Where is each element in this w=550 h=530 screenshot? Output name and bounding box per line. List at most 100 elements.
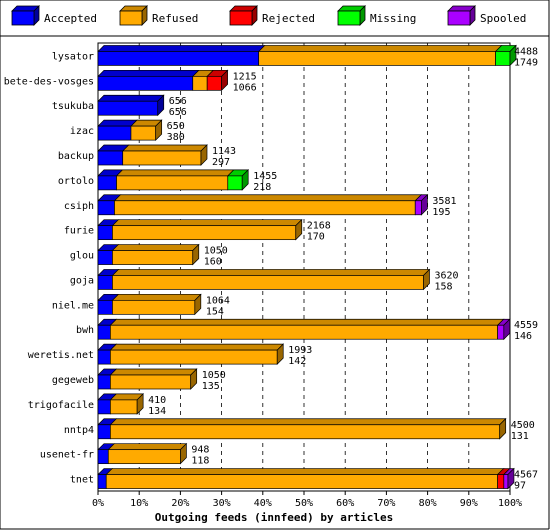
bar-segment-accepted [97, 125, 132, 141]
bar-value-offered: 650 [167, 121, 185, 132]
legend-swatch [447, 10, 471, 26]
bar-value-accepted: 1749 [514, 57, 538, 68]
bar-segment-top-refused [111, 293, 202, 301]
row-label: nntp4 [64, 425, 94, 436]
legend: Accepted Refused Rejected Missing Spooled [11, 5, 526, 26]
row-label: bete-des-vosges [4, 76, 94, 87]
bar-segment-accepted [97, 424, 111, 440]
x-axis: 0% 10% 20% 30% 40% 50% 60% 70% 80% 90% 100% [92, 491, 522, 509]
bar-segment-accepted [97, 51, 260, 66]
bar-segment-top-refused [257, 45, 503, 52]
x-axis-label: Outgoing feeds (innfeed) by articles [155, 511, 393, 524]
bar-segment-refused [110, 424, 501, 440]
bar-value-offered: 4559 [514, 320, 538, 331]
bar-value-accepted: 218 [253, 182, 271, 193]
bar-segment-accepted [97, 175, 117, 191]
bar-segment-accepted [97, 399, 111, 415]
bar-value-accepted: 146 [514, 331, 532, 342]
bar-segment-accepted [97, 200, 115, 216]
bar-segment-side [190, 368, 198, 390]
bar-value-accepted: 97 [514, 481, 526, 492]
bar-value-accepted: 1066 [233, 82, 257, 93]
legend-item-rejected: Rejected [229, 5, 315, 26]
bar-segment-side [421, 193, 428, 216]
legend-item-refused: Refused [119, 5, 198, 26]
bar-segment-refused [110, 324, 498, 340]
bar-value-accepted: 154 [206, 306, 224, 317]
bar-segment-spooled [414, 200, 422, 216]
bar-segment-refused [112, 275, 424, 290]
bar-segment-refused [112, 225, 297, 241]
legend-item-missing: Missing [337, 5, 416, 26]
bar-segment-accepted [97, 474, 107, 489]
row-label: gegeweb [52, 375, 94, 386]
bar-value-accepted: 135 [202, 381, 220, 392]
bar-value-offered: 2168 [307, 221, 331, 232]
row-label: furie [64, 226, 94, 237]
row-label: lysator [52, 51, 94, 62]
bar-segment-side [192, 243, 200, 266]
bar-segment-refused [110, 399, 138, 415]
bar-segment-side [295, 218, 303, 241]
bar-segment-top-refused [109, 418, 507, 426]
bar-segment-rejected [497, 474, 505, 489]
bar-value-accepted: 118 [191, 456, 209, 467]
bar-segment-rejected [206, 75, 222, 91]
bar-segment-accepted [97, 349, 111, 365]
bar-value-accepted: 158 [434, 281, 452, 292]
legend-swatch [229, 10, 253, 26]
bar-segment-side [200, 144, 208, 166]
bar-segment-top-refused [113, 194, 423, 202]
bar-segment-refused [192, 75, 208, 91]
bar-segment-missing [227, 175, 243, 191]
bar-value-offered: 1143 [212, 146, 236, 157]
bar-segment-accepted [97, 449, 109, 465]
bar-segment-refused [130, 125, 157, 141]
bar-segment-side [509, 44, 517, 67]
bar-segment-top-refused [111, 269, 431, 276]
row-label: goja [70, 275, 94, 286]
bar-value-offered: 4488 [514, 46, 538, 57]
bar-segment-side [241, 169, 249, 191]
bar-value-accepted: 134 [148, 406, 166, 417]
bar-value-accepted: 297 [212, 157, 230, 168]
bar-segment-accepted [97, 374, 111, 390]
bar-segment-top-accepted [97, 69, 200, 77]
bar-segment-side [423, 268, 430, 291]
x-tick-label: 20% [171, 498, 189, 509]
bar-segment-top-accepted [97, 45, 266, 52]
legend-label: Spooled [480, 12, 526, 25]
bar-segment-refused [258, 51, 496, 66]
bar-value-offered: 1455 [253, 171, 277, 182]
bar-value-offered: 3581 [432, 196, 456, 207]
bar-value-accepted: 142 [288, 356, 306, 367]
row-label: csiph [64, 201, 94, 212]
x-tick-label: 80% [419, 498, 437, 509]
bar-segment-side [221, 69, 228, 92]
row-label: usenet-fr [40, 450, 94, 461]
bar-segment-accepted [97, 324, 111, 340]
bar-value-offered: 656 [169, 96, 187, 107]
bar-segment-spooled [503, 474, 509, 489]
x-tick-label: 90% [460, 498, 478, 509]
bar-segment-top-refused [105, 468, 505, 475]
bar-segment-refused [105, 474, 498, 489]
bar-segment-top-refused [107, 443, 188, 451]
bar-segment-refused [110, 374, 192, 390]
bar-value-offered: 948 [191, 445, 209, 456]
bar-segment-refused [112, 299, 196, 315]
row-label: niel.me [52, 300, 94, 311]
bar-segment-spooled [497, 324, 505, 340]
bar-value-accepted: 380 [167, 132, 185, 143]
